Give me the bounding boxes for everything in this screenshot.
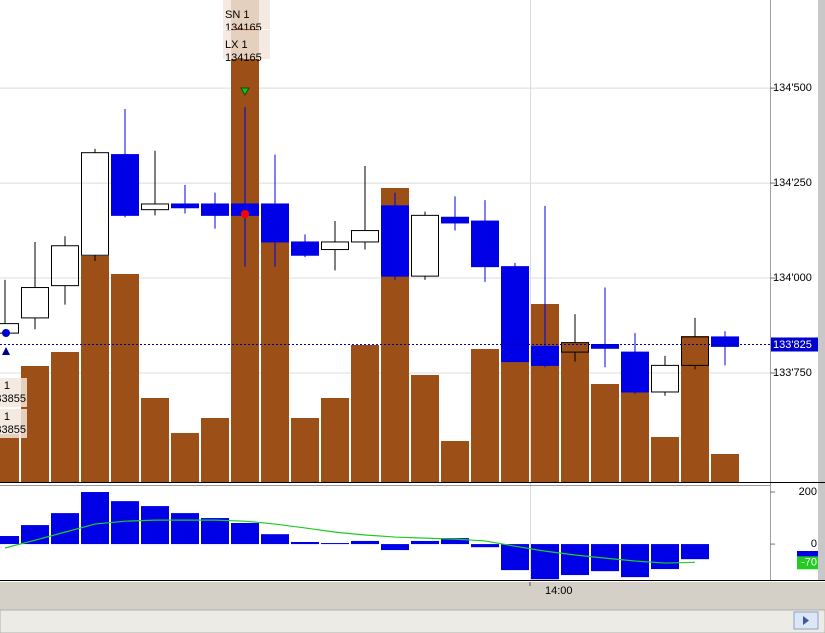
candle-body xyxy=(291,241,319,256)
volume-bar xyxy=(351,345,379,482)
volume-bar xyxy=(411,375,439,482)
volume-bar xyxy=(201,418,229,482)
x-tick-label: 14:00 xyxy=(545,585,573,597)
annotation-label: 1 xyxy=(4,411,10,423)
histogram-bar xyxy=(261,534,289,545)
candle-body xyxy=(471,220,499,268)
histogram-bar xyxy=(81,492,109,545)
scrollbar[interactable] xyxy=(0,609,825,633)
volume-bar xyxy=(171,433,199,482)
annotation-box xyxy=(223,30,270,59)
candle-body xyxy=(681,336,709,366)
volume-bar xyxy=(681,336,709,482)
volume-bar xyxy=(591,384,619,482)
candle-body xyxy=(411,214,439,277)
histogram-bar xyxy=(291,542,319,545)
annotation-box xyxy=(0,409,27,438)
signal-last-label: -70 xyxy=(801,557,817,569)
y-tick-label: 134'250 xyxy=(773,177,812,189)
candle-body xyxy=(111,154,139,216)
scroll-arrow xyxy=(803,616,809,625)
volume-bar xyxy=(141,398,169,482)
histogram-bar xyxy=(441,538,469,545)
histogram-bar xyxy=(141,506,169,545)
candle-body xyxy=(621,351,649,393)
entry-marker xyxy=(2,329,10,337)
candle-body xyxy=(81,152,109,256)
histogram-bar xyxy=(381,544,409,551)
right-edge xyxy=(818,0,825,580)
volume-bar xyxy=(321,398,349,482)
annotation-label: 1 xyxy=(4,380,10,392)
histogram-bar xyxy=(21,525,49,545)
candle-body xyxy=(171,203,199,209)
annotation-label: LX 1 xyxy=(225,39,248,51)
candle-body xyxy=(591,344,619,349)
histogram-bar xyxy=(651,544,679,570)
histogram-bar xyxy=(201,518,229,545)
histogram-bar xyxy=(351,540,379,545)
candle-body xyxy=(21,287,49,319)
histogram-bar xyxy=(51,513,79,545)
time-axis xyxy=(0,582,825,610)
volume-bar xyxy=(501,362,529,482)
candle-body xyxy=(351,230,379,243)
volume-bar xyxy=(261,241,289,482)
time-axis-labels: 14:00 xyxy=(529,582,573,597)
annotation-label: SN 1 xyxy=(225,9,249,21)
last-price-box xyxy=(771,337,818,352)
histogram-bar xyxy=(681,544,709,560)
histogram-bar xyxy=(171,513,199,545)
volume-bar xyxy=(711,454,739,482)
price-panel: 133'750 134'000 134'250 134'500 133'825 SN 1 1… xyxy=(0,0,818,482)
candle-body xyxy=(381,205,409,277)
histogram-bar xyxy=(501,544,529,571)
volume-bar xyxy=(51,352,79,482)
annotation-value: 133855 xyxy=(0,393,26,405)
volume-bar xyxy=(111,274,139,482)
annotation-box xyxy=(223,0,270,29)
candle-body xyxy=(51,245,79,287)
candle-body xyxy=(261,203,289,243)
candle-body xyxy=(441,216,469,224)
candle-body xyxy=(711,336,739,347)
exit-arrow xyxy=(240,87,250,97)
y-tick-label: 0 xyxy=(811,538,817,550)
signal-last-box xyxy=(797,556,818,570)
histogram-last-box xyxy=(797,551,818,557)
entry-arrow xyxy=(2,347,10,355)
fill-marker xyxy=(241,210,249,218)
histogram-bar xyxy=(231,523,259,545)
oscillator-panel: 0 200 -70 xyxy=(0,486,818,580)
annotation-box xyxy=(0,378,27,407)
y-tick-label: 133'750 xyxy=(773,367,812,379)
candle-body xyxy=(501,266,529,363)
candle-body xyxy=(531,345,559,366)
annotation-value: 133855 xyxy=(0,424,26,436)
y-tick-label: 200 xyxy=(799,486,817,498)
histogram-bar xyxy=(321,543,349,545)
y-tick-label: 134'000 xyxy=(773,272,812,284)
candle-body xyxy=(651,364,679,393)
volume-bar xyxy=(651,437,679,482)
histogram-bar xyxy=(561,544,589,576)
candle-body xyxy=(141,203,169,211)
volume-bar xyxy=(561,343,589,482)
candle-body xyxy=(201,203,229,216)
candle-body xyxy=(321,241,349,251)
candle-body xyxy=(561,342,589,353)
volume-bar xyxy=(0,434,19,482)
y-tick-label: 134'500 xyxy=(773,82,812,94)
histogram-bar xyxy=(471,544,499,548)
histogram-bar xyxy=(0,536,19,545)
histogram-bar xyxy=(411,540,439,545)
volume-bar xyxy=(81,256,109,482)
signal-line xyxy=(4,519,696,564)
volume-bar xyxy=(471,349,499,482)
volume-bar xyxy=(441,441,469,482)
last-price-label: 133'825 xyxy=(773,339,812,351)
annotation-value: 134165 xyxy=(225,52,262,64)
volume-bar xyxy=(291,418,319,482)
